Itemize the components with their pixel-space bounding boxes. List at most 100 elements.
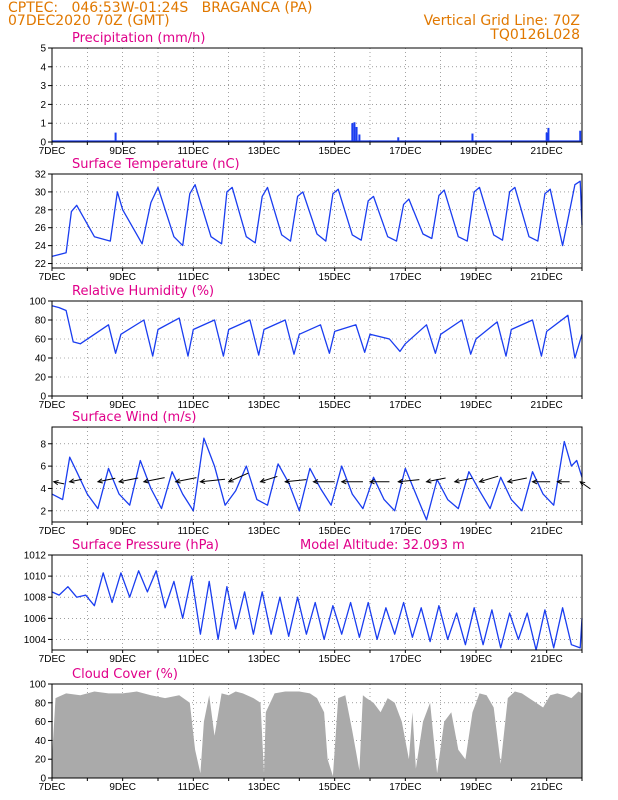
wind-vector bbox=[53, 481, 65, 485]
precip-bar bbox=[579, 130, 582, 142]
x-tick-label: 21DEC bbox=[531, 782, 563, 793]
x-tick-label: 7DEC bbox=[39, 654, 66, 665]
y-tick-label: 100 bbox=[29, 297, 46, 308]
wind-vector bbox=[228, 472, 249, 483]
wind-arrowhead bbox=[340, 479, 347, 485]
wind-vector bbox=[143, 477, 165, 483]
pres-subtitle: Model Altitude: 32.093 m bbox=[300, 538, 465, 553]
x-tick-label: 17DEC bbox=[389, 400, 421, 411]
x-tick-label: 17DEC bbox=[389, 272, 421, 283]
x-tick-label: 21DEC bbox=[531, 272, 563, 283]
x-tick-label: 19DEC bbox=[460, 272, 492, 283]
cloud-title: Cloud Cover (%) bbox=[72, 667, 178, 682]
wind-frame bbox=[51, 426, 583, 523]
x-tick-label: 9DEC bbox=[109, 526, 136, 537]
wind-vector bbox=[285, 479, 307, 483]
wind-vector bbox=[69, 478, 82, 483]
wind-arrowhead bbox=[118, 478, 125, 484]
station-header: CPTEC: 046:53W-01:24S BRAGANCA (PA) bbox=[8, 0, 313, 16]
pres-title: Surface Pressure (hPa) bbox=[72, 538, 219, 553]
pres-panel: 1004 1006 1008 1010 1012 7DEC 9DEC 11DEC 13DEC 15… bbox=[24, 538, 583, 665]
wind-arrowhead bbox=[174, 478, 181, 484]
wind-vector bbox=[454, 477, 473, 483]
precip-bar bbox=[353, 122, 356, 142]
temp-series-line bbox=[51, 180, 583, 258]
y-tick-label: 2 bbox=[40, 506, 46, 517]
wind-arrowhead bbox=[478, 478, 485, 484]
x-tick-label: 7DEC bbox=[39, 526, 66, 537]
y-tick-label: 3 bbox=[40, 81, 46, 92]
run-header: 07DEC2020 70Z (GMT) bbox=[8, 13, 170, 29]
y-tick-label: 4 bbox=[40, 484, 46, 495]
y-tick-label: 0 bbox=[40, 774, 46, 785]
y-tick-label: 2 bbox=[40, 100, 46, 111]
wind-title: Surface Wind (m/s) bbox=[72, 410, 196, 425]
wind-panel: 2 4 6 8 7DEC 9DEC 11DEC 13DEC 15DEC 17DEC 19DEC 21D… bbox=[39, 410, 591, 537]
x-tick-label: 15DEC bbox=[319, 400, 351, 411]
y-tick-label: 1004 bbox=[24, 635, 47, 646]
x-tick-label: 9DEC bbox=[109, 272, 136, 283]
y-tick-label: 0 bbox=[40, 138, 46, 149]
x-tick-label: 13DEC bbox=[248, 782, 280, 793]
x-tick-label: 21DEC bbox=[531, 526, 563, 537]
x-tick-label: 17DEC bbox=[389, 526, 421, 537]
y-tick-label: 1006 bbox=[24, 614, 47, 625]
precip-title: Precipitation (mm/h) bbox=[72, 31, 205, 46]
x-tick-label: 13DEC bbox=[248, 272, 280, 283]
wind-series-line bbox=[51, 437, 583, 521]
x-tick-label: 11DEC bbox=[178, 526, 210, 537]
precip-panel: 0 1 2 3 4 5 7DEC 9DEC 11DEC 13DEC 15DEC 17DEC 19DEC 2… bbox=[39, 31, 583, 157]
x-tick-label: 13DEC bbox=[248, 146, 280, 157]
y-tick-label: 5 bbox=[40, 44, 46, 55]
x-tick-label: 11DEC bbox=[178, 146, 210, 157]
wind-arrowhead bbox=[68, 478, 75, 484]
model-code: TQ0126L028 bbox=[490, 27, 580, 43]
precip-frame bbox=[51, 47, 583, 143]
y-tick-label: 26 bbox=[35, 223, 47, 234]
x-tick-label: 13DEC bbox=[248, 526, 280, 537]
rh-title: Relative Humidity (%) bbox=[72, 284, 214, 299]
rh-frame bbox=[51, 300, 583, 397]
wind-vector bbox=[260, 475, 278, 483]
x-tick-label: 21DEC bbox=[531, 400, 563, 411]
y-tick-label: 22 bbox=[35, 259, 47, 270]
wind-arrowhead bbox=[531, 479, 538, 485]
wind-arrowhead bbox=[96, 478, 103, 484]
wind-arrowhead bbox=[368, 479, 375, 485]
wind-arrowhead bbox=[506, 478, 513, 484]
y-tick-label: 1008 bbox=[24, 593, 47, 604]
y-tick-label: 40 bbox=[35, 736, 47, 747]
y-tick-label: 80 bbox=[35, 698, 47, 709]
wind-arrowhead bbox=[397, 478, 404, 484]
wind-vector bbox=[426, 477, 446, 483]
precip-bar bbox=[355, 126, 358, 142]
grid-line-label: Vertical Grid Line: 70Z bbox=[423, 13, 580, 29]
precip-bar bbox=[351, 123, 354, 142]
x-tick-label: 19DEC bbox=[460, 782, 492, 793]
x-tick-label: 19DEC bbox=[460, 400, 492, 411]
pres-series-line bbox=[51, 570, 583, 651]
y-tick-label: 100 bbox=[29, 680, 46, 691]
y-tick-label: 60 bbox=[35, 717, 47, 728]
x-tick-label: 7DEC bbox=[39, 782, 66, 793]
x-tick-label: 11DEC bbox=[178, 782, 210, 793]
y-tick-label: 28 bbox=[35, 205, 47, 216]
cloud-panel: 0 20 40 60 80 100 7DEC 9DEC 11DEC 13DEC 15DEC 17DEC… bbox=[29, 667, 583, 793]
wind-vector bbox=[119, 477, 139, 483]
wind-arrowhead bbox=[312, 479, 319, 485]
wind-arrowhead bbox=[227, 477, 234, 483]
wind-arrowhead bbox=[284, 478, 291, 484]
temp-frame bbox=[51, 173, 583, 269]
x-tick-label: 13DEC bbox=[248, 654, 280, 665]
x-tick-label: 7DEC bbox=[39, 272, 66, 283]
x-tick-label: 9DEC bbox=[109, 146, 136, 157]
x-tick-label: 9DEC bbox=[109, 400, 136, 411]
x-tick-label: 9DEC bbox=[109, 654, 136, 665]
x-tick-label: 15DEC bbox=[319, 782, 351, 793]
y-tick-label: 40 bbox=[35, 354, 47, 365]
y-tick-label: 0 bbox=[40, 392, 46, 403]
wind-vector bbox=[175, 477, 197, 483]
y-tick-label: 20 bbox=[35, 373, 47, 384]
wind-arrowhead bbox=[199, 478, 206, 484]
y-tick-label: 24 bbox=[35, 241, 47, 252]
